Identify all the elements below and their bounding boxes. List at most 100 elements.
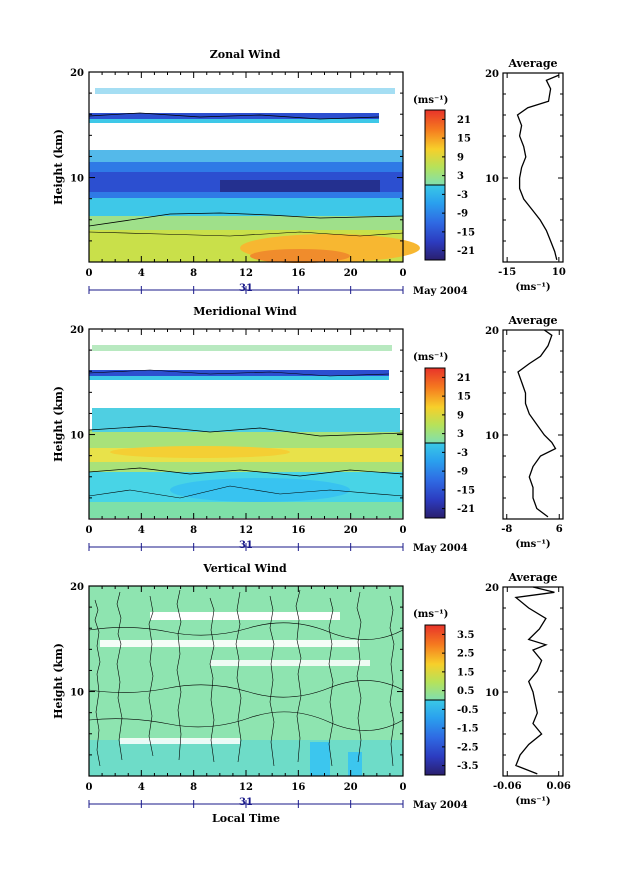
y-tick-label: 20 (70, 582, 84, 593)
profile-plot: 20 10 -8 6 (485, 326, 563, 535)
x-tick-label: 20 (344, 268, 358, 279)
field-cyan-patch (348, 752, 362, 776)
x-tick-label: 16 (291, 525, 305, 536)
field-cyan-patch (310, 742, 330, 776)
profile-y-tick-label: 10 (485, 431, 499, 442)
profile-y-tick-label: 20 (485, 583, 499, 594)
colorbar-tick-label: 1.5 (457, 667, 474, 678)
band-top (92, 345, 392, 351)
x-tick-label: 16 (291, 782, 305, 793)
heatmap-field (88, 345, 404, 518)
colorbar-unit: (ms⁻¹) (413, 95, 448, 106)
profile-frame (502, 586, 564, 777)
panel-meridional: Meridional Wind 20 10 0 4 8 12 16 20 0 Height (… (52, 305, 564, 554)
band-cyan-mid (92, 408, 400, 432)
gap-white (210, 660, 370, 666)
y-axis-label: Height (km) (52, 129, 65, 205)
x-tick-label: 20 (344, 525, 358, 536)
profile-x-tick-label: -0.06 (493, 781, 522, 792)
colorbar-tick-label: 21 (457, 115, 471, 126)
colorbar-tick-label: 0.5 (457, 686, 474, 697)
month-label: May 2004 (413, 286, 468, 297)
profile-frame (502, 72, 564, 263)
contour-line (88, 485, 404, 499)
profile-y-tick-label: 20 (485, 326, 499, 337)
y-tick-label: 10 (70, 431, 84, 442)
date-label: 31 (239, 797, 253, 808)
colorbar-tick-label: -15 (457, 485, 475, 496)
x-axis-label: Local Time (212, 812, 280, 825)
gap-white (150, 612, 340, 620)
x-tick-label: 12 (239, 525, 253, 536)
band-jet (89, 113, 379, 122)
colorbar-tick-label: -1.5 (457, 724, 479, 735)
band-lower-green (89, 214, 403, 230)
colorbar-tick-label: 15 (457, 392, 471, 403)
average-title: Average (507, 57, 557, 70)
x-tick-label: 20 (344, 782, 358, 793)
band-jet-cyan (89, 119, 379, 123)
panel-vertical: Vertical Wind (52, 562, 571, 825)
profile-plot: 20 10 -15 10 (485, 69, 566, 278)
band-jet-cyan (89, 376, 389, 380)
colorbar-tick-label: 9 (457, 410, 464, 421)
x-tick-label: 0 (400, 268, 407, 279)
month-label: May 2004 (413, 543, 468, 554)
colorbar-tick-label: -21 (457, 504, 475, 515)
colorbar-tick-label: 9 (457, 152, 464, 163)
band-cyan (89, 196, 403, 216)
colorbar-tick-label: 2.5 (457, 649, 474, 660)
y-tick-label: 10 (70, 174, 84, 185)
colorbar-tick-label: -2.5 (457, 742, 479, 753)
contour-line (88, 231, 404, 237)
band-top (95, 88, 395, 94)
profile-y-tick-label: 20 (485, 69, 499, 80)
month-label: May 2004 (413, 800, 468, 811)
band-upper-cyan (89, 150, 403, 162)
colorbar-tick-label: -0.5 (457, 705, 479, 716)
x-tick-label: 4 (138, 268, 145, 279)
x-tick-label: 0 (86, 525, 93, 536)
colorbar-tick-label: -3 (457, 190, 468, 201)
profile-x-tick-label: -15 (498, 267, 516, 278)
profile-y-tick-label: 10 (485, 688, 499, 699)
x-tick-label: 0 (400, 782, 407, 793)
profile-xlabel: (ms⁻¹) (515, 796, 550, 807)
colorbar-tick-label: -15 (457, 227, 475, 238)
colorbar-tick-label: -3 (457, 448, 468, 459)
colorbar-tick-label: 21 (457, 373, 471, 384)
y-tick-label: 20 (70, 325, 84, 336)
profile-line (516, 74, 560, 261)
colorbar-tick-label: 3.5 (457, 630, 474, 641)
contour-line (88, 112, 380, 120)
colorbar-tick-label: 15 (457, 134, 471, 145)
colorbar-unit: (ms⁻¹) (413, 352, 448, 363)
colorbar-tick-label: -21 (457, 246, 475, 257)
band-navy (220, 180, 380, 192)
x-tick-label: 12 (239, 782, 253, 793)
x-tick-label: 0 (400, 525, 407, 536)
band-orange-hot (250, 249, 350, 263)
panel-title: Meridional Wind (193, 305, 297, 318)
colorbar-ticks: 21 15 9 3 -3 -9 -15 -21 (442, 115, 475, 257)
contour-texture (88, 589, 404, 767)
x-tick-label: 8 (190, 268, 197, 279)
colorbar-ticks: 21 15 9 3 -3 -9 -15 -21 (442, 373, 475, 515)
profile-x-tick-label: 0.06 (547, 781, 571, 792)
colorbar-tick-label: -9 (457, 209, 468, 220)
y-tick-label: 10 (70, 688, 84, 699)
profile-line (514, 586, 555, 775)
contour-line (88, 425, 404, 437)
gap-white (100, 640, 360, 647)
profile-y-tick-label: 10 (485, 174, 499, 185)
y-axis-label: Height (km) (52, 643, 65, 719)
heatmap-field (88, 586, 404, 776)
x-tick-label: 4 (138, 525, 145, 536)
average-title: Average (507, 571, 557, 584)
x-axis: 0 4 8 12 16 20 0 (86, 72, 407, 294)
x-tick-label: 8 (190, 525, 197, 536)
x-tick-label: 16 (291, 268, 305, 279)
